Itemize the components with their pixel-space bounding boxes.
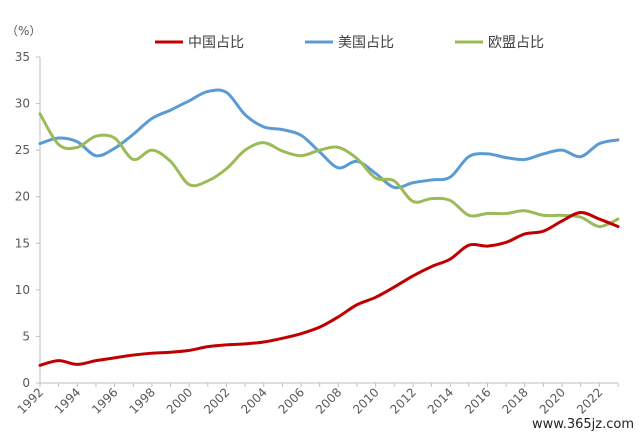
y-tick-label: 20 [15, 190, 30, 204]
x-tick-label: 1996 [89, 385, 120, 416]
y-tick-label: 5 [22, 329, 30, 343]
x-tick-label: 2008 [313, 385, 344, 416]
series-line-2 [38, 88, 620, 190]
series-line-1 [38, 211, 620, 367]
watermark: www.365jz.com [532, 417, 634, 432]
legend-label-1: 中国占比 [188, 35, 244, 51]
x-tick-label: 2022 [574, 385, 605, 416]
y-tick-label: 30 [15, 97, 30, 111]
x-tick-label: 2012 [388, 385, 419, 416]
x-tick-label: 2020 [537, 385, 568, 416]
x-tick-label: 2002 [201, 385, 232, 416]
y-tick-label: 35 [15, 50, 30, 64]
x-tick-label: 2004 [238, 385, 269, 416]
x-tick-label: 1994 [52, 385, 83, 416]
x-tick-label: 2018 [499, 385, 530, 416]
y-axis-unit-label: （%） [6, 24, 41, 38]
legend: 中国占比 美国占比 欧盟占比 [155, 35, 544, 51]
legend-label-3: 欧盟占比 [488, 35, 544, 51]
x-tick-label: 2006 [276, 385, 307, 416]
series-lines [38, 88, 620, 367]
x-tick-label: 2000 [164, 385, 195, 416]
y-tick-label: 15 [15, 236, 30, 250]
x-tick-label: 1998 [126, 385, 157, 416]
legend-label-2: 美国占比 [338, 35, 394, 51]
series-line-3 [38, 112, 620, 229]
y-tick-label: 10 [15, 283, 30, 297]
x-tick-label: 2014 [425, 385, 456, 416]
x-tick-label: 1992 [15, 385, 46, 416]
x-tick-label: 2016 [462, 385, 493, 416]
x-tick-label: 2010 [350, 385, 381, 416]
y-tick-label: 0 [22, 376, 30, 390]
y-tick-label: 25 [15, 143, 30, 157]
